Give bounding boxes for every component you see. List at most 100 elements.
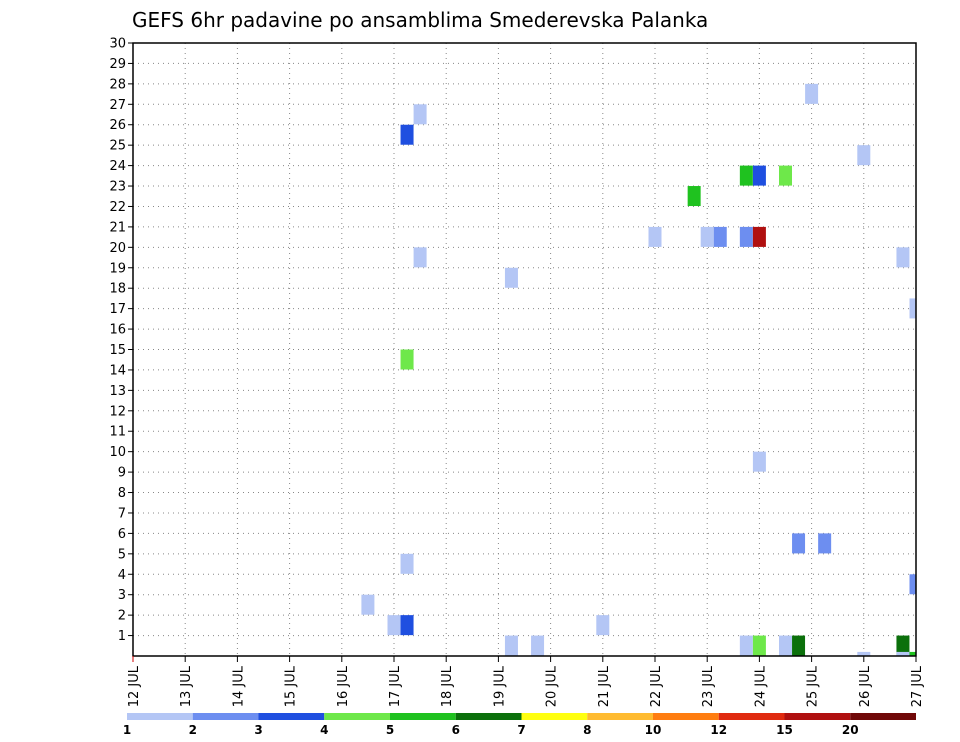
heatmap-cell xyxy=(400,615,414,636)
heatmap-cell xyxy=(909,574,916,595)
colorbar-label: 8 xyxy=(583,723,591,737)
x-tick-label: 15 JUL xyxy=(284,665,299,707)
heatmap-cell xyxy=(504,635,518,656)
colorbar-swatch xyxy=(653,713,719,720)
y-tick-label: 18 xyxy=(109,282,126,297)
y-tick-label: 29 xyxy=(109,57,126,72)
y-tick-label: 21 xyxy=(109,220,126,235)
x-tick-label: 17 JUL xyxy=(388,665,403,707)
heatmap-cell xyxy=(792,533,806,554)
colorbar-label: 5 xyxy=(386,723,394,737)
colorbar-label: 7 xyxy=(517,723,525,737)
heatmap-cell xyxy=(896,651,910,656)
heatmap-cell xyxy=(387,615,401,636)
colorbar-swatch xyxy=(784,713,851,720)
y-tick-label: 1 xyxy=(118,629,126,644)
colorbar-swatch xyxy=(324,713,390,720)
y-tick-label: 24 xyxy=(109,159,126,174)
y-tick-label: 3 xyxy=(118,588,126,603)
y-tick-label: 2 xyxy=(118,609,126,624)
y-tick-label: 15 xyxy=(109,343,126,358)
heatmap-cell xyxy=(909,298,916,319)
colorbar-swatch xyxy=(258,713,325,720)
heatmap-cell xyxy=(896,635,910,656)
y-tick-label: 23 xyxy=(109,180,126,195)
y-tick-label: 11 xyxy=(109,425,126,440)
heatmap-cell xyxy=(713,226,727,247)
data-cells xyxy=(361,83,916,656)
heatmap-cell xyxy=(857,651,871,656)
x-tick-label: 21 JUL xyxy=(597,665,612,707)
y-tick-label: 7 xyxy=(118,506,126,521)
heatmap-cell xyxy=(752,165,766,186)
y-tick-label: 25 xyxy=(109,139,126,154)
y-tick-label: 8 xyxy=(118,486,126,501)
colorbar-label: 10 xyxy=(645,723,662,737)
heatmap-cell xyxy=(896,247,910,268)
heatmap-cell xyxy=(400,553,414,574)
heatmap-cell xyxy=(413,247,427,268)
colorbar-swatch xyxy=(390,713,456,720)
heatmap-cell xyxy=(792,635,806,656)
heatmap-cell xyxy=(739,226,753,247)
x-tick-label: 26 JUL xyxy=(858,665,873,707)
grid-lines xyxy=(132,42,917,656)
colorbar-label: 15 xyxy=(776,723,793,737)
x-tick-label: 19 JUL xyxy=(492,665,507,707)
heatmap-cell xyxy=(857,145,871,166)
colorbar-swatch xyxy=(587,713,653,720)
heatmap-cell xyxy=(805,83,819,104)
chart-title: GEFS 6hr padavine po ansamblima Smederev… xyxy=(132,8,708,32)
heatmap-cell xyxy=(752,451,766,472)
y-tick-label: 16 xyxy=(109,323,126,338)
colorbar: 1 2 3 4 5 6 7 8 10 12 15 20 xyxy=(123,713,916,737)
colorbar-swatch xyxy=(850,713,916,720)
heatmap-cell xyxy=(700,226,714,247)
y-tick-label: 4 xyxy=(118,568,126,583)
heatmap-cell xyxy=(531,635,545,656)
x-tick-label: 18 JUL xyxy=(440,665,455,707)
x-tick-label: 12 JUL xyxy=(127,665,142,707)
heatmap-cell xyxy=(361,594,375,615)
y-tick-label: 12 xyxy=(109,404,126,419)
y-tick-label: 28 xyxy=(109,77,126,92)
colorbar-label: 1 xyxy=(123,723,131,737)
x-tick-label: 25 JUL xyxy=(806,665,821,707)
x-tick-label: 20 JUL xyxy=(545,665,560,707)
colorbar-swatch xyxy=(127,713,193,720)
heatmap-cell xyxy=(779,635,792,656)
x-tick-label: 22 JUL xyxy=(649,665,664,707)
heatmap-cell xyxy=(909,651,916,656)
heatmap-cell xyxy=(752,635,766,656)
y-tick-label: 17 xyxy=(109,302,126,317)
y-tick-label: 5 xyxy=(118,547,126,562)
y-tick-label: 22 xyxy=(109,200,126,215)
y-tick-label: 10 xyxy=(109,445,126,460)
x-tick-label: 24 JUL xyxy=(753,665,768,707)
heatmap-cell xyxy=(818,533,832,554)
y-tick-label: 20 xyxy=(109,241,126,256)
colorbar-swatch xyxy=(192,713,259,720)
x-tick-label: 27 JUL xyxy=(910,665,925,707)
colorbar-swatch xyxy=(521,713,588,720)
x-tick-label: 23 JUL xyxy=(701,665,716,707)
y-tick-label: 26 xyxy=(109,118,126,133)
colorbar-swatch xyxy=(718,713,785,720)
colorbar-label: 2 xyxy=(189,723,197,737)
y-tick-label: 19 xyxy=(109,261,126,276)
x-axis: 12 JUL 13 JUL 14 JUL 15 JUL 16 JUL 17 JUL 18 J… xyxy=(127,656,925,707)
heatmap-cell xyxy=(596,615,610,636)
y-tick-label: 6 xyxy=(118,527,126,542)
x-tick-label: 16 JUL xyxy=(336,665,351,707)
y-axis: 1234567891011121314151617181920212223242… xyxy=(109,37,133,644)
colorbar-label: 3 xyxy=(254,723,262,737)
heatmap-cell xyxy=(413,104,427,125)
heatmap-cell xyxy=(752,226,766,247)
heatmap-cell xyxy=(687,186,701,207)
colorbar-label: 20 xyxy=(842,723,859,737)
colorbar-label: 12 xyxy=(710,723,727,737)
x-tick-label: 14 JUL xyxy=(231,665,246,707)
y-tick-label: 13 xyxy=(109,384,126,399)
heatmap-cell xyxy=(504,267,518,288)
